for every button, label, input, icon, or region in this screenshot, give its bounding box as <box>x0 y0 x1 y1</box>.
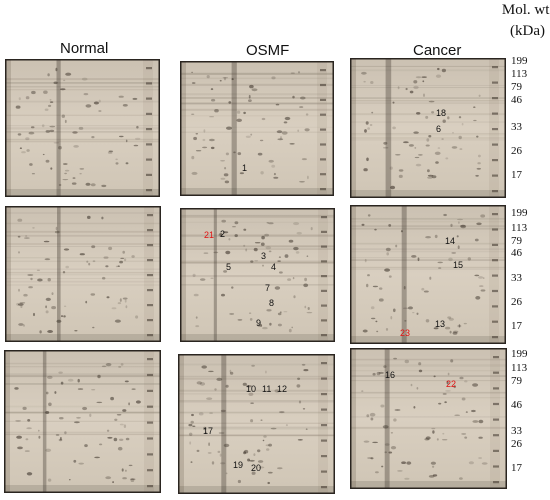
mol-wt-line2: (kDa) <box>510 23 545 39</box>
spot-label: 7 <box>265 283 270 293</box>
gel-normal-row1 <box>5 59 160 197</box>
spot-label: 12 <box>277 384 287 394</box>
mw-label: 79 <box>511 375 522 387</box>
mw-label: 199 <box>511 55 528 67</box>
mw-label: 199 <box>511 207 528 219</box>
spot-label: 13 <box>435 319 445 329</box>
mw-label: 33 <box>511 121 522 133</box>
spot-label: 15 <box>453 260 463 270</box>
column-title-cancer: Cancer <box>413 42 462 59</box>
gel-normal-row3 <box>4 350 161 493</box>
mw-label: 26 <box>511 296 522 308</box>
mw-label: 79 <box>511 81 522 93</box>
gel-osmf-row3: 10 11 12 17 19 20 <box>178 354 335 494</box>
mw-label: 26 <box>511 438 522 450</box>
spot-label: 22 <box>446 379 456 389</box>
spot-label: 3 <box>261 251 266 261</box>
mw-label: 33 <box>511 425 522 437</box>
mw-label: 17 <box>511 320 522 332</box>
spot-label: 9 <box>256 318 261 328</box>
mw-label: 113 <box>511 68 528 80</box>
spot-label: 23 <box>400 328 410 338</box>
gel-normal-row2 <box>5 206 161 342</box>
mw-label: 46 <box>511 247 522 259</box>
spot-label: 1 <box>242 163 247 173</box>
mw-label: 17 <box>511 169 522 181</box>
mw-label: 199 <box>511 348 528 360</box>
mw-label: 33 <box>511 272 522 284</box>
spot-label: 19 <box>233 460 243 470</box>
mw-label: 46 <box>511 399 522 411</box>
mw-label: 46 <box>511 94 522 106</box>
spot-label: 18 <box>436 108 446 118</box>
gel-cancer-row2: 14 15 23 13 <box>350 205 506 344</box>
spot-label: 5 <box>226 262 231 272</box>
spot-label: 6 <box>436 124 441 134</box>
mol-wt-line1: Mol. wt. <box>501 2 550 18</box>
spot-label: 20 <box>251 463 261 473</box>
spot-label: 8 <box>269 298 274 308</box>
mw-label: 113 <box>511 362 528 374</box>
mw-label: 26 <box>511 145 522 157</box>
gel-osmf-row1: 1 <box>180 61 334 196</box>
spot-label: 11 <box>262 384 271 394</box>
gel-cancer-row1: 18 6 <box>350 58 506 198</box>
spot-label: 10 <box>246 384 256 394</box>
mw-label: 79 <box>511 235 522 247</box>
spot-label: 14 <box>445 236 455 246</box>
column-title-osmf: OSMF <box>246 42 290 59</box>
spot-label: 2 <box>220 229 225 239</box>
mol-wt-header: Mol. wt. (kDa) <box>500 0 550 42</box>
spot-label: 21 <box>204 230 214 240</box>
mw-label: 113 <box>511 222 528 234</box>
spot-label: 4 <box>271 262 276 272</box>
mw-label: 17 <box>511 462 522 474</box>
spot-label: 17 <box>203 426 213 436</box>
column-title-normal: Normal <box>60 40 109 57</box>
spot-label: 16 <box>385 370 395 380</box>
